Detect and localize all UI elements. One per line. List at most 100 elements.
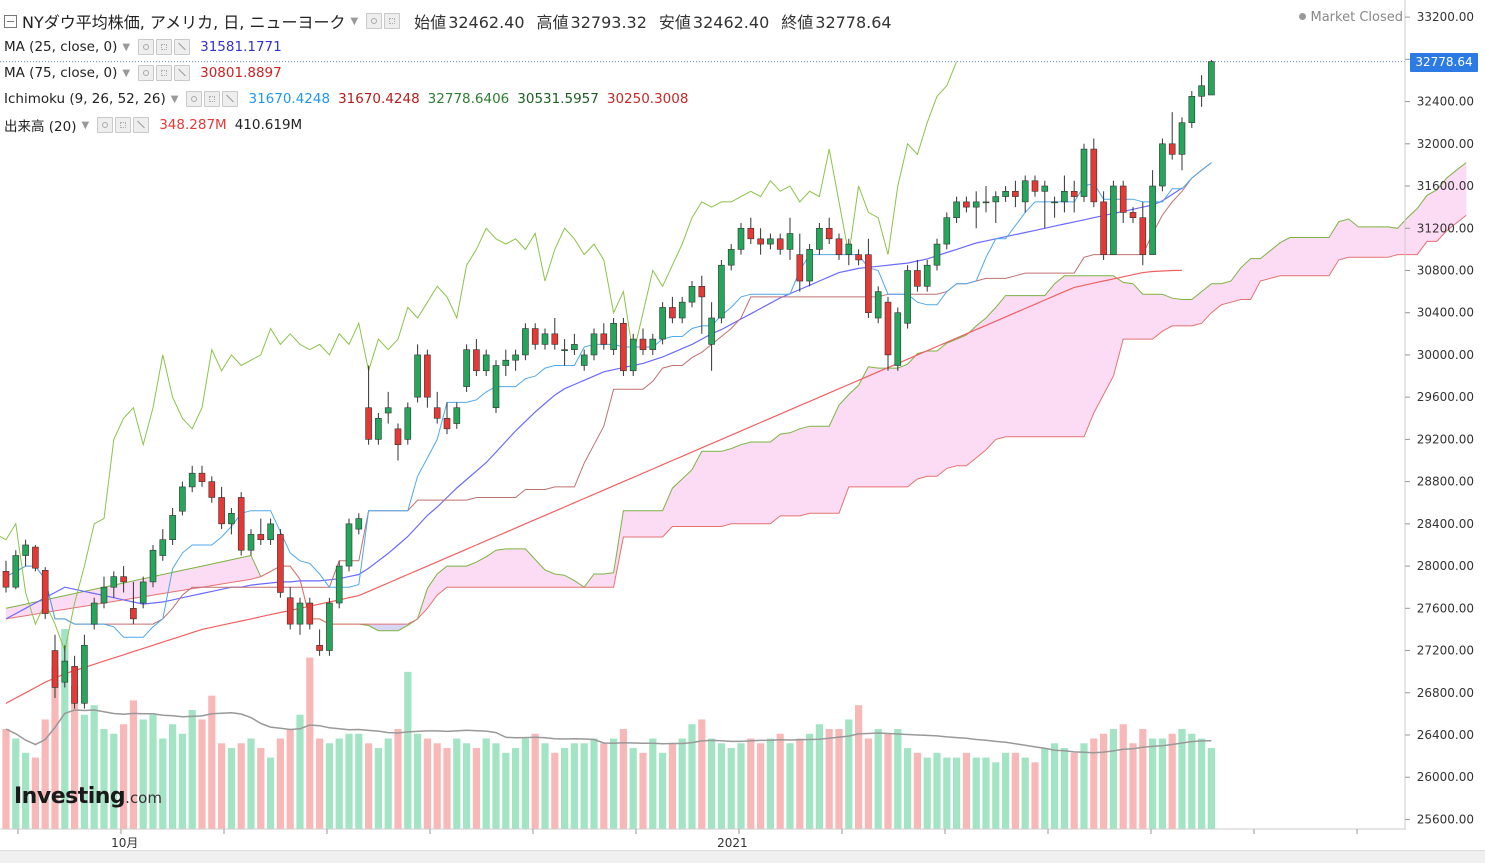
candle: [1070, 180, 1078, 213]
volume-bar: [953, 757, 961, 829]
close-icon[interactable]: [222, 91, 239, 107]
collapse-icon[interactable]: [4, 14, 17, 28]
cloud-segment: [858, 366, 869, 488]
gear-icon[interactable]: [156, 39, 173, 55]
volume-bar: [61, 629, 69, 829]
cloud-segment: [603, 572, 614, 588]
visibility-icon[interactable]: [138, 39, 155, 55]
candle: [629, 333, 637, 377]
cloud-segment: [191, 565, 203, 590]
cloud-segment: [1377, 226, 1389, 258]
candle: [914, 259, 921, 292]
candle: [561, 339, 568, 366]
volume-bar: [1119, 724, 1127, 829]
legend-ma25[interactable]: MA (25, close, 0) ▼ 31581.1771: [4, 36, 282, 58]
candle: [179, 481, 186, 516]
candle: [923, 259, 931, 292]
candle: [688, 281, 696, 308]
volume-name: 出来高 (20): [4, 119, 77, 135]
candle: [12, 550, 20, 590]
candle: [982, 186, 990, 213]
volume-bar: [433, 743, 441, 829]
volume-bar: [649, 738, 657, 829]
volume-bar: [512, 748, 520, 829]
ohlc-value: 32778.64: [815, 13, 892, 32]
cloud-segment: [672, 478, 683, 527]
cloud-segment: [1054, 275, 1065, 438]
volume-bar: [286, 729, 294, 829]
legend-ichimoku[interactable]: Ichimoku (9, 26, 52, 26) ▼ 31670.4248 316…: [4, 88, 688, 110]
candle: [1051, 196, 1058, 218]
close-icon[interactable]: [174, 65, 191, 81]
cloud-segment: [1064, 275, 1075, 438]
volume-bar: [41, 719, 49, 829]
ichimoku-value: 31670.4248: [248, 91, 331, 107]
ohlc-label: 始値: [414, 13, 447, 32]
chevron-down-icon[interactable]: ▼: [81, 119, 90, 131]
candle: [649, 333, 657, 355]
close-icon[interactable]: [174, 39, 191, 55]
candle: [1168, 112, 1176, 160]
volume-bar: [482, 738, 490, 829]
cloud-segment: [544, 569, 556, 588]
candle: [463, 344, 470, 392]
gear-icon[interactable]: [384, 13, 401, 29]
cloud-segment: [534, 558, 546, 588]
volume-bar: [600, 743, 608, 829]
candle: [404, 402, 412, 445]
gear-icon[interactable]: [115, 117, 132, 133]
visibility-icon[interactable]: [97, 117, 114, 133]
candle: [502, 349, 510, 377]
candle: [1198, 75, 1205, 107]
chevron-down-icon[interactable]: ▼: [122, 41, 131, 53]
volume-bar: [1031, 762, 1039, 829]
candle: [218, 486, 225, 530]
candle: [933, 238, 941, 271]
visibility-icon[interactable]: [186, 91, 203, 107]
volume-bar: [218, 743, 226, 829]
chevron-down-icon[interactable]: ▼: [350, 15, 359, 27]
gear-icon[interactable]: [204, 91, 221, 107]
cloud-segment: [730, 444, 742, 525]
chevron-down-icon[interactable]: ▼: [122, 67, 131, 79]
candle: [1031, 175, 1039, 197]
candle: [767, 233, 774, 250]
volume-bar: [659, 752, 667, 829]
volume-bar: [502, 752, 510, 829]
ichimoku-name: Ichimoku (9, 26, 52, 26): [4, 91, 166, 107]
volume-bar: [580, 743, 588, 829]
candle: [286, 587, 294, 630]
close-icon[interactable]: [133, 117, 150, 133]
volume-bar: [923, 757, 931, 829]
candle: [71, 655, 78, 709]
legend-volume[interactable]: 出来高 (20) ▼ 348.287M 410.619M: [4, 114, 302, 136]
cloud-segment: [760, 441, 771, 525]
volume-bar: [463, 743, 471, 829]
candle: [806, 244, 813, 287]
volume-bar: [972, 757, 980, 829]
volume-bar: [12, 738, 20, 829]
chevron-down-icon[interactable]: ▼: [170, 93, 179, 105]
visibility-icon[interactable]: [366, 13, 383, 29]
candle: [678, 296, 686, 324]
volume-bar: [1188, 733, 1196, 829]
ohlc-label: 安値: [658, 13, 691, 32]
cloud-segment: [642, 510, 654, 538]
candle: [531, 323, 539, 350]
volume-bar: [257, 748, 265, 829]
volume-bar: [1100, 733, 1108, 829]
ohlc-label: 終値: [781, 13, 814, 32]
visibility-icon[interactable]: [138, 65, 155, 81]
cloud-segment: [1113, 275, 1124, 377]
ichimoku-values: 31670.4248 31670.4248 32778.6406 30531.5957…: [240, 91, 688, 107]
candle: [1061, 175, 1068, 213]
candle: [776, 233, 784, 255]
volume-bar: [629, 748, 637, 829]
gear-icon[interactable]: [156, 65, 173, 81]
candle: [1100, 191, 1107, 260]
candle: [874, 286, 882, 324]
ohlc-value: 32793.32: [570, 13, 647, 32]
legend-ma75[interactable]: MA (75, close, 0) ▼ 30801.8897: [4, 62, 282, 84]
cloud-segment: [740, 441, 752, 525]
